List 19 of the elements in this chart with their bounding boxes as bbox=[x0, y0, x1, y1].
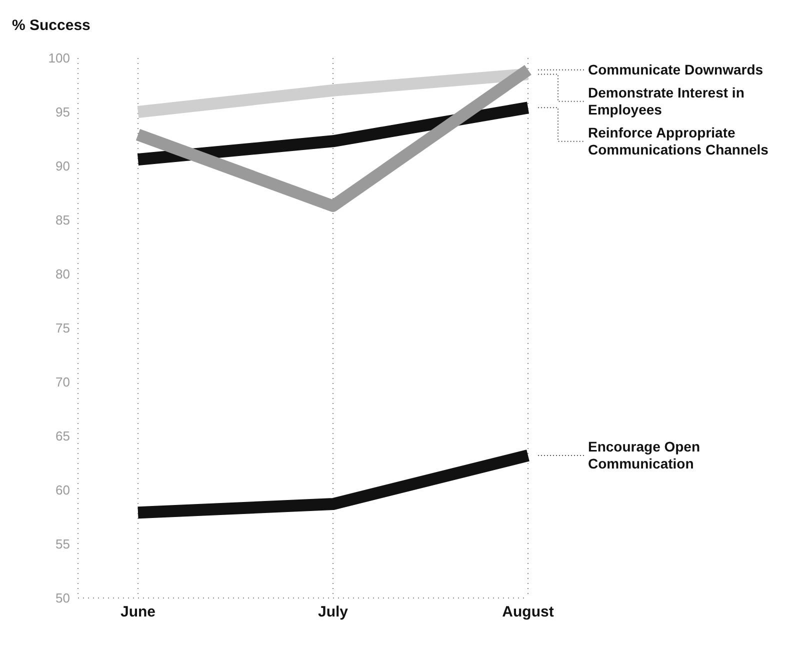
y-tick-label: 80 bbox=[56, 266, 70, 282]
y-tick-label: 75 bbox=[56, 320, 70, 336]
y-tick-label: 90 bbox=[56, 158, 70, 174]
y-tick-label: 100 bbox=[48, 50, 70, 66]
y-axis-title: % Success bbox=[12, 17, 90, 34]
text: Encourage Open Communication bbox=[588, 438, 700, 472]
y-tick-label: 95 bbox=[56, 104, 70, 120]
y-tick-label: 50 bbox=[56, 590, 70, 606]
y-tick-label: 85 bbox=[56, 212, 70, 228]
text: Demonstrate Interest in Employees bbox=[588, 84, 744, 118]
y-tick-label: 65 bbox=[56, 428, 70, 444]
text: Reinforce Appropriate Communications Channels bbox=[588, 124, 769, 158]
x-tick-label: July bbox=[318, 604, 349, 621]
text: Communicate Downwards bbox=[588, 61, 764, 78]
y-tick-label: 70 bbox=[56, 374, 70, 390]
y-tick-label: 55 bbox=[56, 536, 70, 552]
x-tick-label: August bbox=[502, 604, 554, 621]
x-tick-label: June bbox=[120, 604, 156, 621]
y-tick-label: 60 bbox=[56, 482, 70, 498]
